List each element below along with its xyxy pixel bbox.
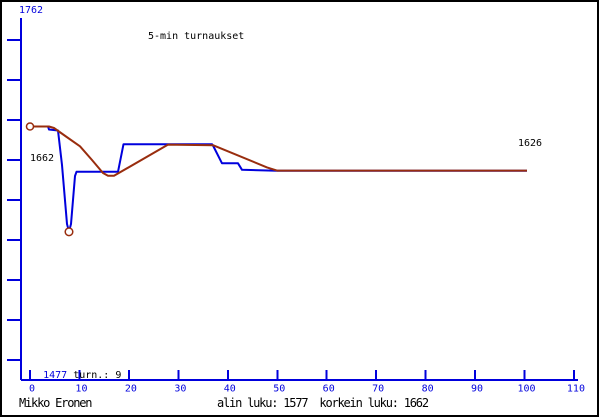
x-axis-tick-label: 110 <box>567 384 585 395</box>
y-axis-min-row: 1477 turn.: 9 <box>19 361 121 391</box>
x-axis-tick-label: 20 <box>125 384 137 395</box>
tournament-count-label: turn.: 9 <box>67 370 122 381</box>
player-name: Mikko Eronen <box>19 396 93 410</box>
x-axis-tick-label: 10 <box>75 384 87 395</box>
x-axis-tick-label: 80 <box>422 384 434 395</box>
x-axis-tick-label: 100 <box>517 384 535 395</box>
x-axis-tick-label: 40 <box>224 384 236 395</box>
x-axis-tick-label: 0 <box>29 384 35 395</box>
y-axis-max-label: 1762 <box>19 5 44 16</box>
y-axis-min-label: 1477 <box>43 370 68 381</box>
x-axis-tick-label: 90 <box>471 384 483 395</box>
x-axis-tick-label: 30 <box>174 384 186 395</box>
data-point-marker <box>25 122 35 131</box>
x-axis-tick-label: 50 <box>273 384 285 395</box>
data-point-marker <box>64 227 74 237</box>
chart-title: 5-min turnaukset <box>148 31 245 42</box>
stats-line: alin luku: 1577 korkein luku: 1662 <box>217 396 429 410</box>
x-axis-tick-label: 70 <box>372 384 384 395</box>
y-axis-tick-label: 1662 <box>30 153 55 164</box>
series-line-rating <box>30 125 527 233</box>
x-axis-tick-label: 60 <box>323 384 335 395</box>
final-value-label: 1626 <box>518 138 543 149</box>
series-line-trend <box>30 125 527 177</box>
